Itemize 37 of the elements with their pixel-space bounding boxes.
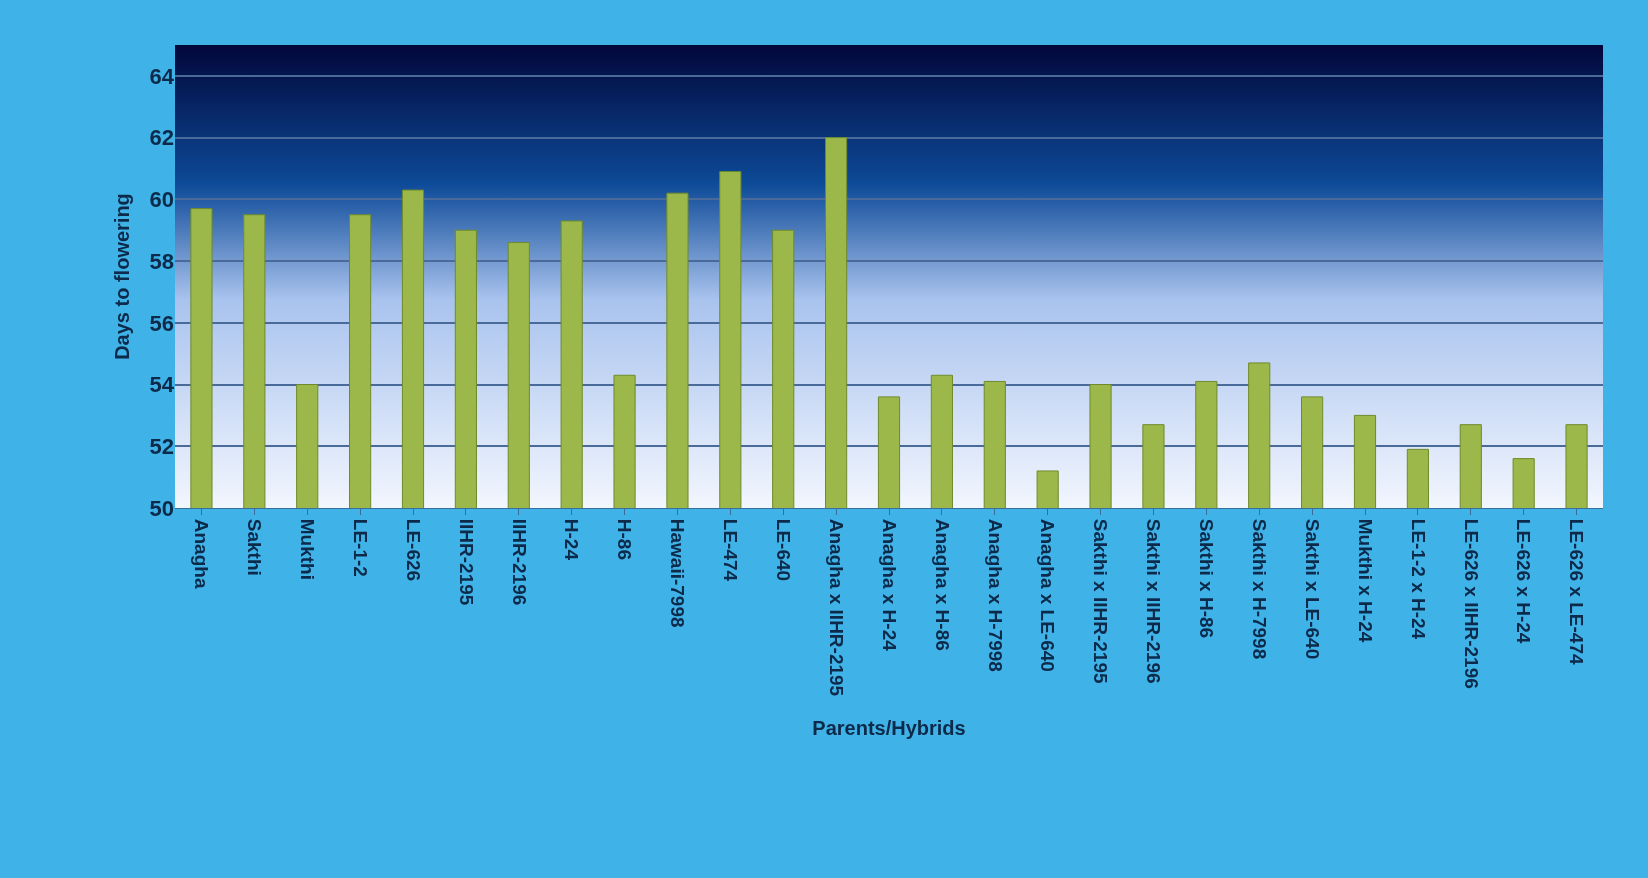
- x-tick-label: H-24: [561, 518, 583, 561]
- x-tick-label: Sakthi x H-86: [1196, 518, 1218, 639]
- x-tick-label: Hawaii-7998: [667, 518, 689, 628]
- x-tick-label: LE-626 x IIHR-2196: [1460, 518, 1482, 689]
- x-axis-title: Parents/Hybrids: [812, 717, 966, 740]
- x-tick-label: Anagha: [191, 518, 213, 589]
- x-tick-label: Sakthi x IIHR-2196: [1143, 518, 1165, 684]
- y-tick-label: 62: [149, 125, 174, 151]
- x-tick-label: IIHR-2196: [508, 518, 530, 606]
- y-tick-label: 52: [149, 433, 174, 459]
- x-tick-label: Anagha x H-7998: [984, 518, 1006, 672]
- x-tick-label: Sakthi x H-7998: [1249, 518, 1271, 660]
- x-tick-label: Anagha x LE-640: [1037, 518, 1059, 672]
- x-tick-label: LE-626 x H-24: [1513, 518, 1535, 644]
- y-tick-label: 60: [149, 187, 174, 213]
- x-tick-label: Mukthi x H-24: [1354, 518, 1376, 643]
- x-tick-label: Mukthi: [297, 518, 319, 581]
- y-axis-title: Days to flowering: [111, 193, 134, 360]
- y-tick-label: 64: [149, 63, 175, 89]
- x-tick-label: LE-1-2: [349, 518, 371, 577]
- y-tick-label: 54: [149, 372, 175, 398]
- y-tick-label: 58: [149, 248, 174, 274]
- x-tick-label: Anagha x H-24: [878, 518, 900, 652]
- x-tick-label: Sakthi x IIHR-2195: [1090, 518, 1112, 684]
- y-tick-label: 56: [149, 310, 174, 336]
- y-tick-label: 50: [149, 495, 174, 521]
- x-tick-label: LE-640: [773, 518, 795, 582]
- x-tick-label: LE-626 x LE-474: [1566, 518, 1588, 665]
- x-tick-label: Anagha x IIHR-2195: [825, 518, 847, 697]
- x-tick-label: LE-626: [402, 518, 424, 582]
- x-tick-label: Anagha x H-86: [931, 518, 953, 651]
- x-tick-label: H-86: [614, 518, 636, 560]
- x-tick-label: Sakthi x LE-640: [1301, 518, 1323, 660]
- x-tick-label: LE-1-2 x H-24: [1407, 518, 1429, 640]
- x-tick-label: LE-474: [720, 518, 742, 582]
- x-tick-label: IIHR-2195: [455, 518, 477, 606]
- x-tick-label: Sakthi: [244, 518, 266, 576]
